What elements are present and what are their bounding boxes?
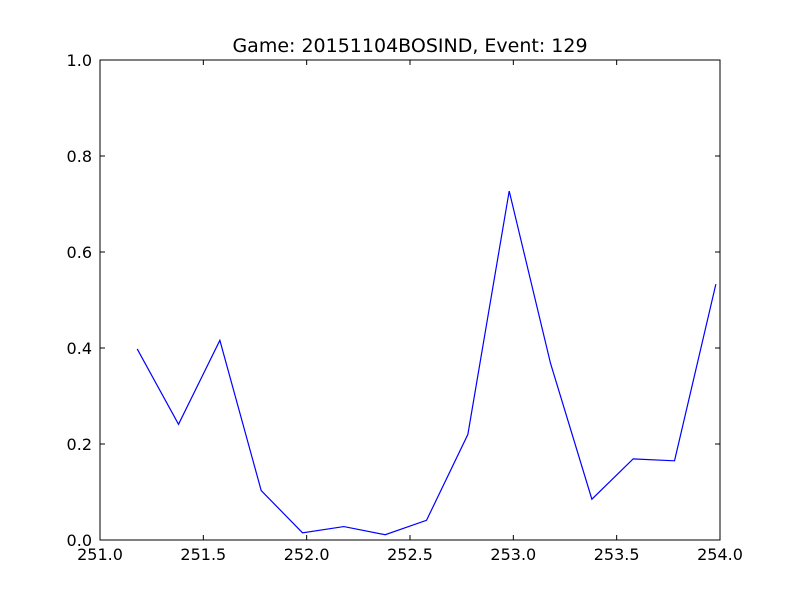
x-tick-label: 253.0 (490, 545, 536, 564)
y-tick-label: 0.6 (67, 243, 92, 262)
plot-area (100, 60, 720, 540)
series-layer (136, 190, 717, 536)
x-tick-label: 252.5 (387, 545, 433, 564)
x-tick-label: 251.5 (180, 545, 226, 564)
y-tick-label: 0.0 (67, 531, 92, 550)
x-tick-label: 253.5 (594, 545, 640, 564)
plot-frame (99, 59, 721, 541)
y-tick-label: 1.0 (67, 51, 92, 70)
y-tick-label: 0.8 (67, 147, 92, 166)
x-tick-label: 251.0 (77, 545, 123, 564)
chart-title: Game: 20151104BOSIND, Event: 129 (232, 35, 587, 57)
y-tick-label: 0.4 (67, 339, 92, 358)
y-tick-label: 0.2 (67, 435, 92, 454)
x-tick-label: 252.0 (284, 545, 330, 564)
ticks-layer: 251.0 251.5 252.0 252.5 253.0 253.5 254.0 0.0 0.… (67, 51, 743, 564)
series-line (136, 190, 717, 536)
x-tick-label: 254.0 (697, 545, 743, 564)
